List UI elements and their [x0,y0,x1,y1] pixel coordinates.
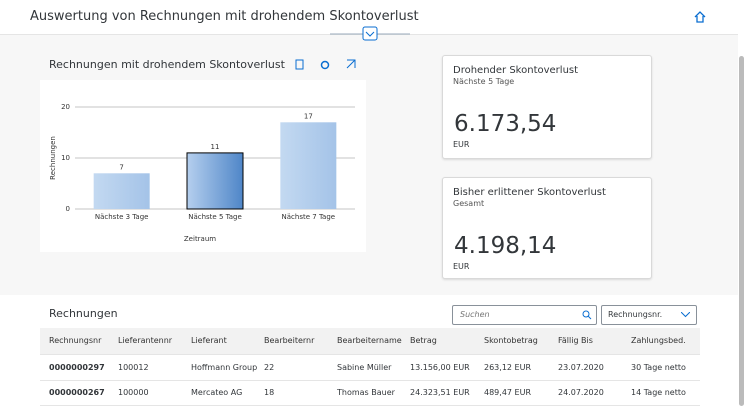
home-button[interactable] [694,11,706,23]
table-cell: 489,47 EUR [484,388,532,397]
scrollbar[interactable] [738,0,746,419]
kpi-title: Drohender Skontoverlust [453,65,579,76]
table-cell: 100000 [118,388,149,397]
header-toggle[interactable] [330,25,410,41]
sort-select[interactable]: Rechnungsnr. [601,305,697,325]
data-label: 7 [119,163,123,171]
kpi-value: 6.173,54 [454,111,557,137]
y-tick-label: 10 [61,154,70,162]
kpi-title: Bisher erlittener Skontoverlust [453,187,606,198]
search-icon [582,310,592,320]
kpi-value: 4.198,14 [454,233,557,259]
table-cell: Thomas Bauer [337,388,395,397]
table-cell: Sabine Müller [337,363,392,372]
sort-field: Rechnungsnr. [608,310,663,319]
column-header: Bearbeitername [337,336,402,345]
table-cell: 13.156,00 EUR [410,363,470,372]
table-cell: 0000000267 [49,388,105,397]
column-header: Lieferantennr [118,336,173,345]
chart-toolbar[interactable] [294,59,359,71]
table-cell: 100012 [118,363,149,372]
table-cell: Hoffmann Group [191,363,258,372]
column-header: Skontobetrag [484,336,538,345]
table-cell: 30 Tage netto [631,363,686,372]
kpi-card[interactable]: Bisher erlittener Skontoverlust Gesamt 4.1… [442,177,652,279]
x-tick-label: Nächste 5 Tage [188,213,242,221]
table-cell: 24.323,51 EUR [410,388,470,397]
x-tick-label: Nächste 3 Tage [95,213,149,221]
table-section: Rechnungen Suchen Rechnungsnr. Rechnungs… [0,295,738,419]
table-header: Rechnungsnr Lieferantennr Lieferant Bearbei… [40,328,700,355]
table-title: Rechnungen [49,307,118,320]
column-header: Bearbeiternr [264,336,315,345]
table-cell: 0000000297 [49,363,105,372]
table-cell: 18 [264,388,275,397]
column-header: Fällig Bis [558,336,593,345]
search-field[interactable]: Suchen [452,305,597,325]
x-axis-label: Zeitraum [184,235,216,243]
table-cell: 24.07.2020 [558,388,604,397]
bar [93,173,150,209]
bar-chart: Zeitraum Rechnungen 0 10 20 Nächste 3 Tage 7… [40,80,366,252]
page-title: Auswertung von Rechnungen mit drohendem … [30,9,419,24]
column-header: Betrag [410,336,437,345]
kpi-card[interactable]: Drohender Skontoverlust Nächste 5 Tage 6.1… [442,55,652,159]
y-tick-label: 0 [66,205,70,213]
table-cell: Mercateo AG [191,388,243,397]
data-label: 11 [211,143,220,151]
column-header: Zahlungsbed. [631,336,686,345]
kpi-subtitle: Gesamt [453,199,485,208]
y-axis-label: Rechnungen [49,136,57,180]
search-placeholder: Suchen [460,310,490,319]
dropdown-icon [681,312,690,318]
column-header: Rechnungsnr [49,336,102,345]
y-tick-label: 20 [61,103,70,111]
x-tick-label: Nächste 7 Tage [282,213,336,221]
table-cell: 22 [264,363,275,372]
chart-card-title: Rechnungen mit drohendem Skontoverlust [49,58,285,71]
table-cell: 14 Tage netto [631,388,686,397]
table-row[interactable]: 0000000297 100012 Hoffmann Group 22 Sabine M… [40,355,700,381]
kpi-unit: EUR [453,262,470,271]
data-label: 17 [304,112,313,120]
column-header: Lieferant [191,336,227,345]
table-row[interactable]: 0000000267 100000 Mercateo AG 18 Thomas Baue… [40,380,700,406]
table-cell: 23.07.2020 [558,363,604,372]
bar [186,152,244,210]
kpi-unit: EUR [453,140,470,149]
bar [280,122,337,209]
table-cell: 263,12 EUR [484,363,532,372]
kpi-subtitle: Nächste 5 Tage [453,77,515,86]
